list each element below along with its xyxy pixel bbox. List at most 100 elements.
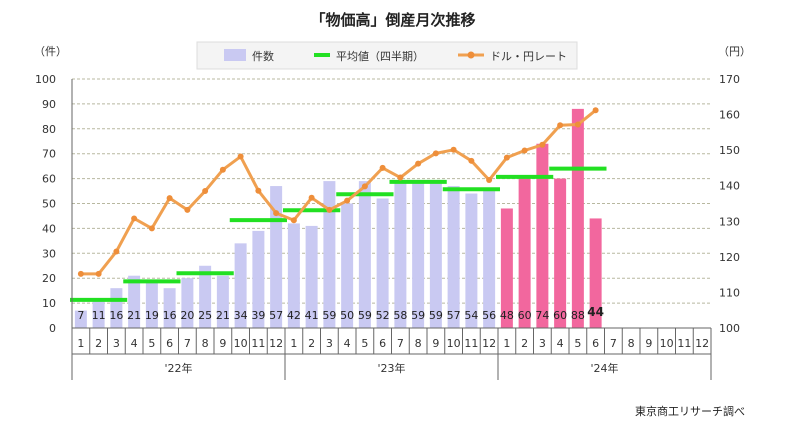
left-tick-label: 10 xyxy=(42,297,56,310)
month-tick-label: 3 xyxy=(539,337,546,350)
month-tick-label: 1 xyxy=(77,337,84,350)
left-tick-label: 60 xyxy=(42,173,56,186)
usd-jpy-point xyxy=(574,121,581,128)
usd-jpy-point xyxy=(468,157,475,164)
legend-fx-marker xyxy=(467,51,475,59)
bar-value-label: 48 xyxy=(500,309,514,322)
bar-value-label: 54 xyxy=(464,309,478,322)
month-tick-label: 4 xyxy=(131,337,138,350)
year-label: '23年 xyxy=(377,361,405,375)
month-tick-label: 10 xyxy=(234,337,248,350)
bar-value-label: 60 xyxy=(553,309,567,322)
bar xyxy=(358,181,371,328)
legend-bars-swatch xyxy=(224,49,246,61)
usd-jpy-point xyxy=(202,188,209,195)
bar-value-label: 21 xyxy=(216,309,230,322)
gridlines: 0 10 20 30 40 50 60 70 80 90 100 100 110 120 130 140 150… xyxy=(35,73,740,335)
usd-jpy-point xyxy=(131,215,138,222)
usd-jpy-series xyxy=(77,107,599,277)
month-tick-label: 11 xyxy=(677,337,691,350)
usd-jpy-point xyxy=(379,164,386,171)
bar-value-label: 20 xyxy=(180,309,194,322)
bar-value-label: 11 xyxy=(92,309,106,322)
bar xyxy=(163,288,176,328)
month-tick-label: 7 xyxy=(610,337,617,350)
bar-value-label: 57 xyxy=(269,309,283,322)
bar xyxy=(447,186,460,328)
right-tick-label: 120 xyxy=(719,251,740,264)
left-tick-label: 50 xyxy=(42,198,56,211)
bar-value-label: 52 xyxy=(376,309,390,322)
bar xyxy=(536,143,549,328)
legend-bars-label: 件数 xyxy=(252,50,274,63)
bar xyxy=(199,265,212,328)
bar-value-label: 21 xyxy=(127,309,141,322)
month-tick-label: 11 xyxy=(251,337,265,350)
usd-jpy-point xyxy=(521,147,528,154)
bar-value-label: 59 xyxy=(411,309,425,322)
bar-value-label: 25 xyxy=(198,309,212,322)
bar xyxy=(376,198,389,328)
bar-value-label: 59 xyxy=(358,309,372,322)
legend-fx-label: ドル・円レート xyxy=(490,50,567,63)
usd-jpy-line xyxy=(80,109,597,276)
usd-jpy-point xyxy=(397,174,404,181)
month-tick-label: 9 xyxy=(432,337,439,350)
bar xyxy=(323,181,336,328)
right-tick-label: 110 xyxy=(719,286,740,299)
usd-jpy-point xyxy=(95,270,102,277)
usd-jpy-point xyxy=(539,141,546,148)
month-tick-label: 12 xyxy=(695,337,709,350)
bar xyxy=(412,181,425,328)
usd-jpy-point xyxy=(290,217,297,224)
usd-jpy-point xyxy=(77,270,84,277)
month-tick-label: 2 xyxy=(308,337,315,350)
left-axis-unit: （件） xyxy=(34,45,67,58)
month-tick-label: 8 xyxy=(202,337,209,350)
usd-jpy-point xyxy=(219,166,226,173)
usd-jpy-point xyxy=(432,150,439,157)
month-tick-label: 5 xyxy=(361,337,368,350)
usd-jpy-point xyxy=(326,206,333,213)
bar-value-label: 60 xyxy=(518,309,532,322)
month-tick-label: 5 xyxy=(148,337,155,350)
month-tick-label: 10 xyxy=(447,337,461,350)
usd-jpy-point xyxy=(503,154,510,161)
month-tick-label: 12 xyxy=(482,337,496,350)
month-tick-label: 4 xyxy=(557,337,564,350)
bar xyxy=(145,280,158,328)
left-tick-label: 20 xyxy=(42,272,56,285)
bar-value-label: 59 xyxy=(429,309,443,322)
bar xyxy=(429,181,442,328)
right-tick-label: 150 xyxy=(719,144,740,157)
month-tick-label: 11 xyxy=(464,337,478,350)
bar-value-label: 16 xyxy=(163,309,177,322)
month-tick-label: 6 xyxy=(166,337,173,350)
left-tick-label: 90 xyxy=(42,98,56,111)
usd-jpy-point xyxy=(557,122,564,129)
usd-jpy-point xyxy=(344,197,351,204)
month-tick-label: 10 xyxy=(660,337,674,350)
usd-jpy-point xyxy=(361,183,368,190)
month-tick-label: 9 xyxy=(645,337,652,350)
bar-value-label: 74 xyxy=(535,309,549,322)
month-tick-label: 3 xyxy=(113,337,120,350)
right-axis-unit: （円） xyxy=(718,45,751,58)
bar xyxy=(216,275,229,328)
bar xyxy=(465,193,478,328)
bar xyxy=(589,218,602,328)
bar-value-label: 56 xyxy=(482,309,496,322)
year-label: '24年 xyxy=(590,361,618,375)
left-tick-label: 100 xyxy=(35,73,56,86)
usd-jpy-point xyxy=(415,160,422,167)
bar xyxy=(341,203,354,328)
usd-jpy-point xyxy=(255,187,262,194)
year-label: '22年 xyxy=(164,361,192,375)
usd-jpy-point xyxy=(237,153,244,160)
right-tick-label: 100 xyxy=(719,322,740,335)
legend-avg-label: 平均値（四半期） xyxy=(336,49,424,63)
bar-value-label: 59 xyxy=(322,309,336,322)
bar xyxy=(287,223,300,328)
quarterly-average-series xyxy=(70,166,607,302)
